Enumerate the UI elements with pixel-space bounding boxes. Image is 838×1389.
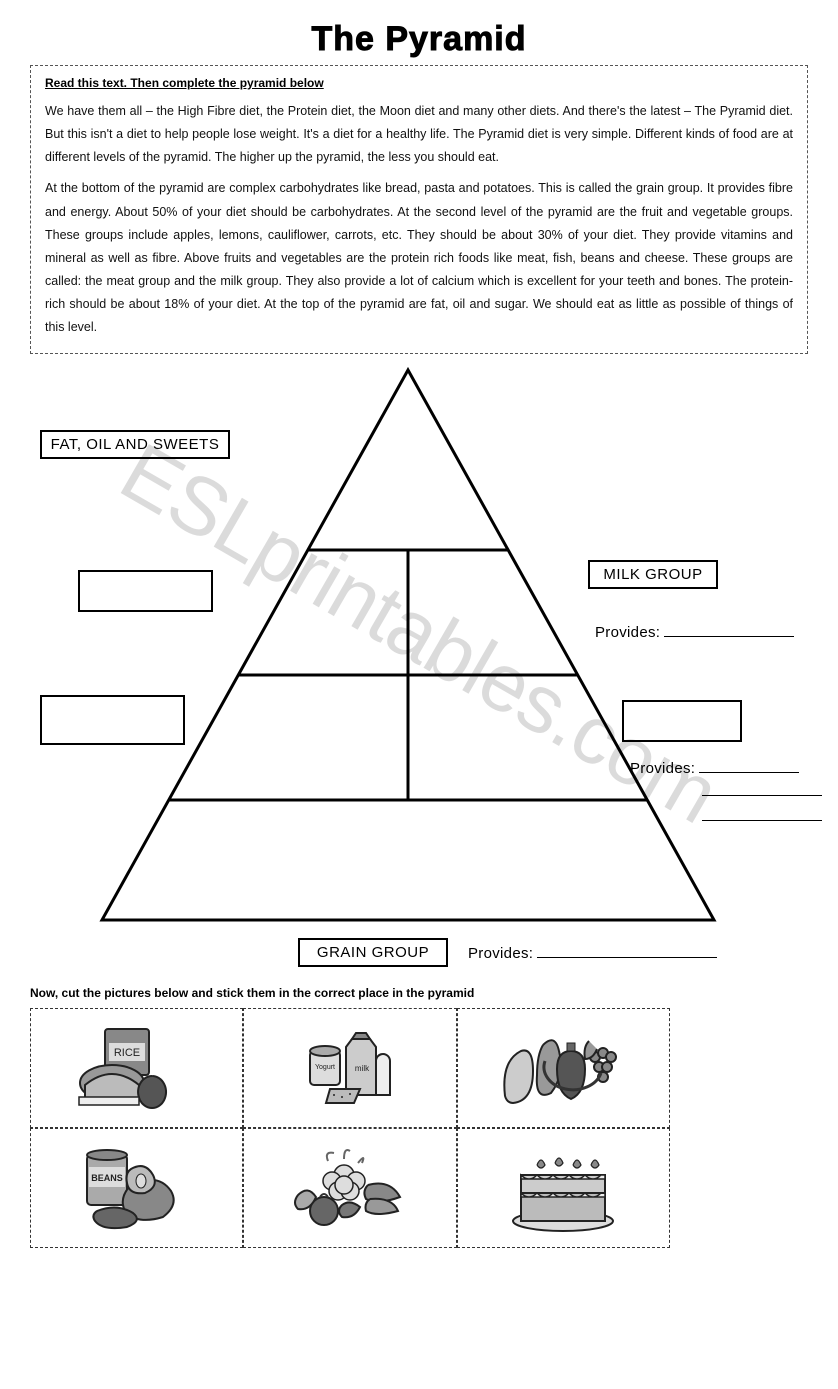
provides-grain[interactable]: Provides: [468, 945, 717, 962]
label-blank-meat-group[interactable] [78, 570, 213, 612]
vegetables-icon [280, 1141, 420, 1236]
pic-cake[interactable] [457, 1128, 670, 1248]
label-fat-oil-sweets: FAT, OIL AND SWEETS [40, 430, 230, 459]
instruction-2: Now, cut the pictures below and stick th… [30, 986, 808, 1000]
label-grain-group: GRAIN GROUP [298, 938, 448, 967]
paragraph-2: At the bottom of the pyramid are complex… [45, 177, 793, 339]
pic-beans-meat[interactable]: BEANS [30, 1128, 243, 1248]
provides-fruit[interactable]: Provides: [630, 760, 799, 777]
svg-text:BEANS: BEANS [91, 1173, 123, 1183]
svg-text:RICE: RICE [114, 1047, 140, 1059]
rice-bread-icon: RICE [67, 1021, 207, 1116]
pic-vegetables[interactable] [243, 1128, 456, 1248]
pyramid-diagram: FAT, OIL AND SWEETS MILK GROUP GRAIN GRO… [30, 360, 808, 980]
page-title: The Pyramid [30, 20, 808, 59]
pic-rice-bread[interactable]: RICE [30, 1008, 243, 1128]
svg-text:Yogurt: Yogurt [315, 1064, 335, 1071]
dairy-icon: milk Yogurt [280, 1021, 420, 1116]
picture-grid: RICE milk Yogurt [30, 1008, 670, 1248]
provides-fruit-line2[interactable] [702, 795, 822, 796]
pic-dairy[interactable]: milk Yogurt [243, 1008, 456, 1128]
instruction-1: Read this text. Then complete the pyrami… [45, 76, 793, 90]
provides-fruit-line3[interactable] [702, 820, 822, 821]
provides-milk[interactable]: Provides: [595, 624, 794, 641]
svg-text:milk: milk [355, 1064, 370, 1073]
paragraph-1: We have them all – the High Fibre diet, … [45, 100, 793, 169]
reading-text-box: Read this text. Then complete the pyrami… [30, 65, 808, 354]
beans-meat-icon: BEANS [67, 1141, 207, 1236]
pic-fruit[interactable] [457, 1008, 670, 1128]
cake-icon [493, 1141, 633, 1236]
fruit-icon [493, 1021, 633, 1116]
label-blank-vegetable-group[interactable] [40, 695, 185, 745]
label-blank-fruit-group[interactable] [622, 700, 742, 742]
label-milk-group: MILK GROUP [588, 560, 718, 589]
